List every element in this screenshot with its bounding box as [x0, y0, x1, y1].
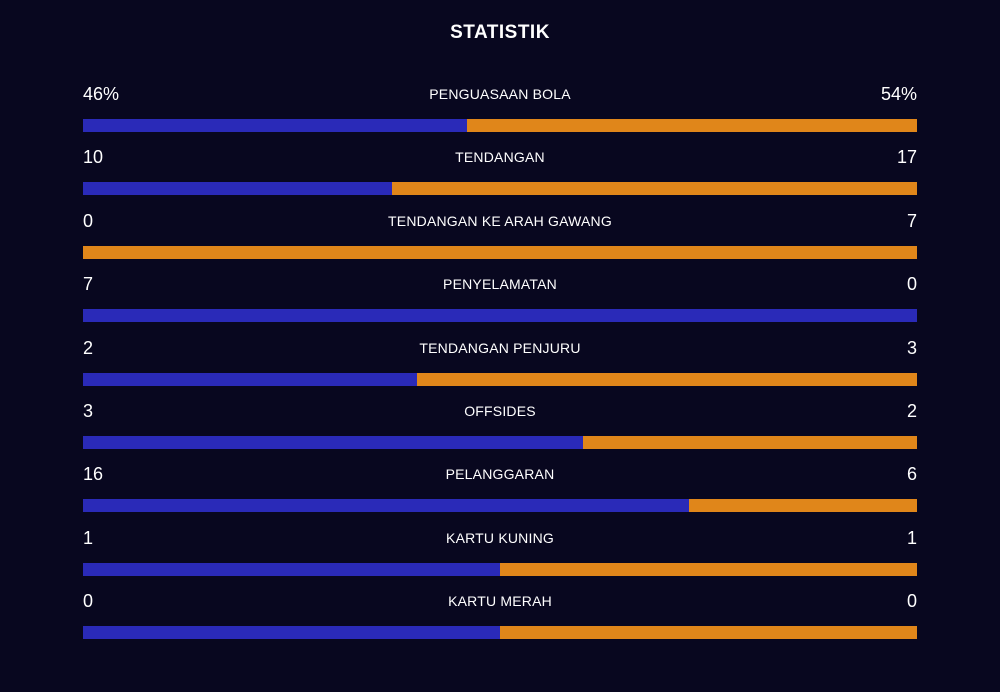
away-value: 6: [906, 464, 917, 485]
stat-label: PENGUASAAN BOLA: [429, 86, 571, 102]
away-bar-segment: [416, 372, 917, 386]
stat-label: KARTU MERAH: [448, 593, 552, 610]
home-value: 2: [83, 337, 94, 358]
away-bar-segment: [83, 245, 917, 259]
stat-row-corners: 2 TENDANGAN PENJURU 3: [83, 334, 917, 397]
home-bar-segment: [83, 119, 467, 132]
stat-row-fouls: 16 PELANGGARAN 6: [83, 460, 917, 523]
home-value: 1: [83, 527, 94, 548]
away-value: 0: [906, 591, 917, 612]
stat-label: TENDANGAN KE ARAH GAWANG: [388, 212, 612, 229]
stat-label: KARTU KUNING: [446, 529, 554, 546]
away-bar-segment: [500, 626, 917, 640]
stat-label: PENYELAMATAN: [443, 276, 557, 293]
stat-row-offsides: 3 OFFSIDES 2: [83, 397, 917, 460]
stats-list: 46% PENGUASAAN BOLA 54% 10 TENDANGAN 17 …: [83, 80, 917, 651]
home-bar-segment: [83, 182, 392, 196]
home-bar-segment: [83, 309, 917, 323]
home-value: 10: [83, 147, 104, 168]
comparison-bar: [83, 626, 917, 640]
comparison-bar: [83, 309, 917, 323]
away-value: 7: [906, 210, 917, 231]
comparison-bar: [83, 499, 917, 513]
away-value: 3: [906, 337, 917, 358]
comparison-bar: [83, 562, 917, 576]
away-bar-segment: [583, 435, 917, 449]
away-value: 0: [906, 274, 917, 295]
stat-label: TENDANGAN PENJURU: [419, 339, 581, 356]
away-value: 17: [896, 147, 917, 168]
comparison-bar: [83, 182, 917, 196]
stat-label: TENDANGAN: [455, 149, 545, 166]
home-bar-segment: [83, 626, 500, 640]
home-value: 3: [83, 400, 94, 421]
home-value: 16: [83, 464, 104, 485]
stat-label: PELANGGARAN: [445, 466, 555, 483]
stat-row-red-cards: 0 KARTU MERAH 0: [83, 587, 917, 650]
comparison-bar: [83, 372, 917, 386]
stat-row-possession: 46% PENGUASAAN BOLA 54%: [83, 80, 917, 143]
stat-row-yellow-cards: 1 KARTU KUNING 1: [83, 524, 917, 587]
comparison-bar: [83, 435, 917, 449]
home-bar-segment: [83, 372, 417, 386]
home-bar-segment: [83, 435, 584, 449]
away-bar-segment: [689, 499, 917, 513]
home-value: 0: [83, 591, 94, 612]
home-value: 46%: [83, 84, 120, 104]
home-bar-segment: [83, 499, 690, 513]
away-value: 1: [906, 527, 917, 548]
stat-row-shots-on-target: 0 TENDANGAN KE ARAH GAWANG 7: [83, 207, 917, 270]
stat-row-saves: 7 PENYELAMATAN 0: [83, 270, 917, 333]
away-bar-segment: [466, 119, 917, 132]
away-value: 2: [906, 400, 917, 421]
comparison-bar: [83, 119, 917, 132]
stat-label: OFFSIDES: [464, 402, 536, 419]
stats-title: STATISTIK: [450, 22, 550, 43]
home-value: 7: [83, 274, 94, 295]
away-value: 54%: [880, 84, 917, 104]
stat-row-shots: 10 TENDANGAN 17: [83, 143, 917, 206]
away-bar-segment: [391, 182, 917, 196]
comparison-bar: [83, 245, 917, 259]
home-value: 0: [83, 210, 94, 231]
away-bar-segment: [500, 562, 917, 576]
home-bar-segment: [83, 562, 500, 576]
